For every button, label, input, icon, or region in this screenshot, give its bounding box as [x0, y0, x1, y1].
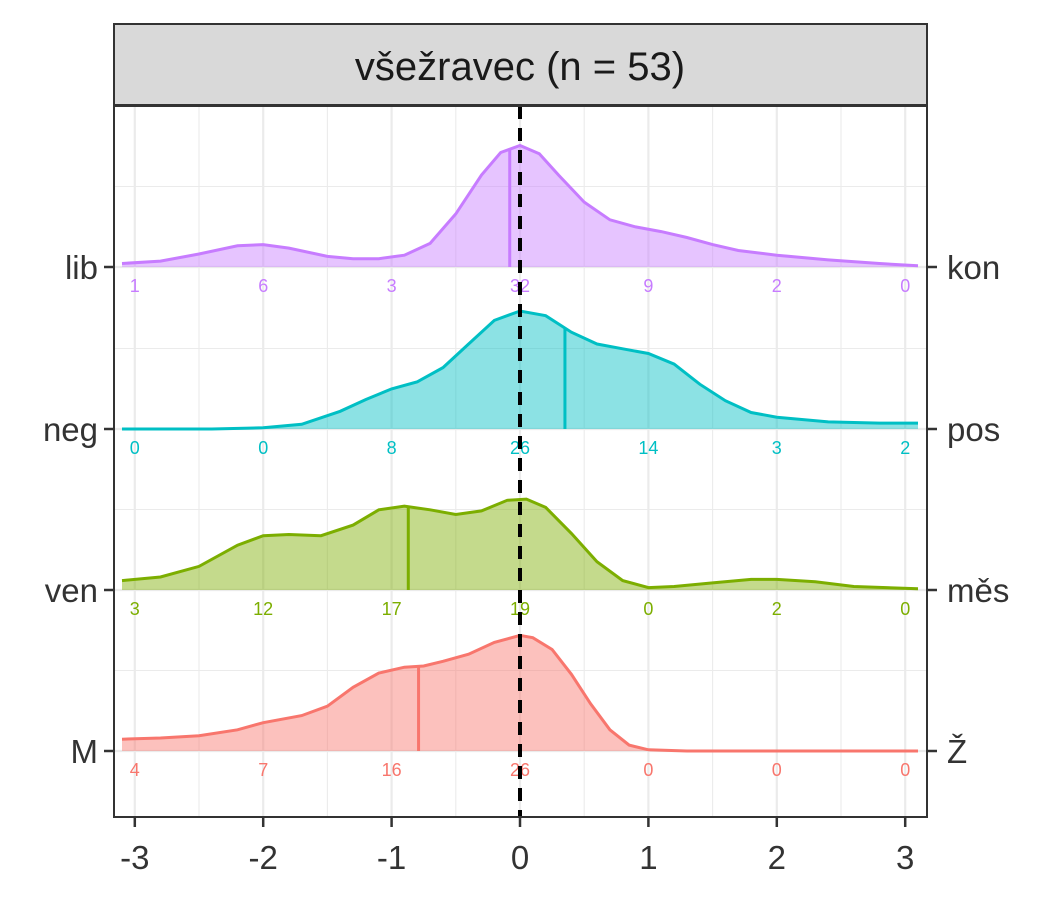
x-tick-label: -2 — [249, 839, 278, 876]
count-label: 0 — [643, 599, 653, 619]
right-axis-label: měs — [947, 572, 1009, 609]
count-label: 14 — [638, 438, 658, 458]
count-label: 4 — [130, 760, 140, 780]
count-label: 6 — [258, 276, 268, 296]
left-axis-label: ven — [45, 572, 98, 609]
count-label: 12 — [253, 599, 273, 619]
left-axis-label: neg — [43, 411, 98, 448]
count-label: 7 — [258, 760, 268, 780]
facet-title: všežravec (n = 53) — [355, 45, 685, 89]
density-line — [121, 633, 918, 753]
density-area — [122, 499, 918, 590]
density-area — [122, 635, 918, 751]
count-label: 8 — [387, 438, 397, 458]
count-label: 2 — [772, 599, 782, 619]
count-label: 2 — [772, 276, 782, 296]
plot-panel: 163329200082614323121719020471626000 — [113, 105, 928, 818]
left-axis-label: lib — [65, 249, 98, 286]
count-label: 9 — [643, 276, 653, 296]
right-axis-label: pos — [947, 411, 1000, 448]
count-label: 0 — [130, 438, 140, 458]
right-axis-label: kon — [947, 249, 1000, 286]
x-tick-label: -3 — [120, 839, 149, 876]
count-label: 16 — [382, 760, 402, 780]
count-label: 0 — [900, 760, 910, 780]
count-label: 17 — [382, 599, 402, 619]
count-label: 0 — [900, 276, 910, 296]
density-line — [122, 309, 918, 431]
count-label: 19 — [510, 599, 530, 619]
count-label: 0 — [772, 760, 782, 780]
count-label: 2 — [900, 438, 910, 458]
strip-background — [113, 23, 928, 106]
count-label: 3 — [387, 276, 397, 296]
count-label: 3 — [130, 599, 140, 619]
right-axis-label: Ž — [947, 733, 967, 770]
count-label: 0 — [643, 760, 653, 780]
x-tick-label: 0 — [511, 839, 529, 876]
x-tick-label: 1 — [639, 839, 657, 876]
density-line — [121, 143, 919, 268]
count-label: 0 — [900, 599, 910, 619]
x-tick-label: 2 — [768, 839, 786, 876]
x-tick-label: -1 — [377, 839, 406, 876]
x-tick-label: 3 — [896, 839, 914, 876]
count-label: 1 — [130, 276, 140, 296]
density-line — [121, 497, 919, 591]
count-label: 0 — [258, 438, 268, 458]
count-label: 3 — [772, 438, 782, 458]
left-axis-label: M — [71, 733, 99, 770]
